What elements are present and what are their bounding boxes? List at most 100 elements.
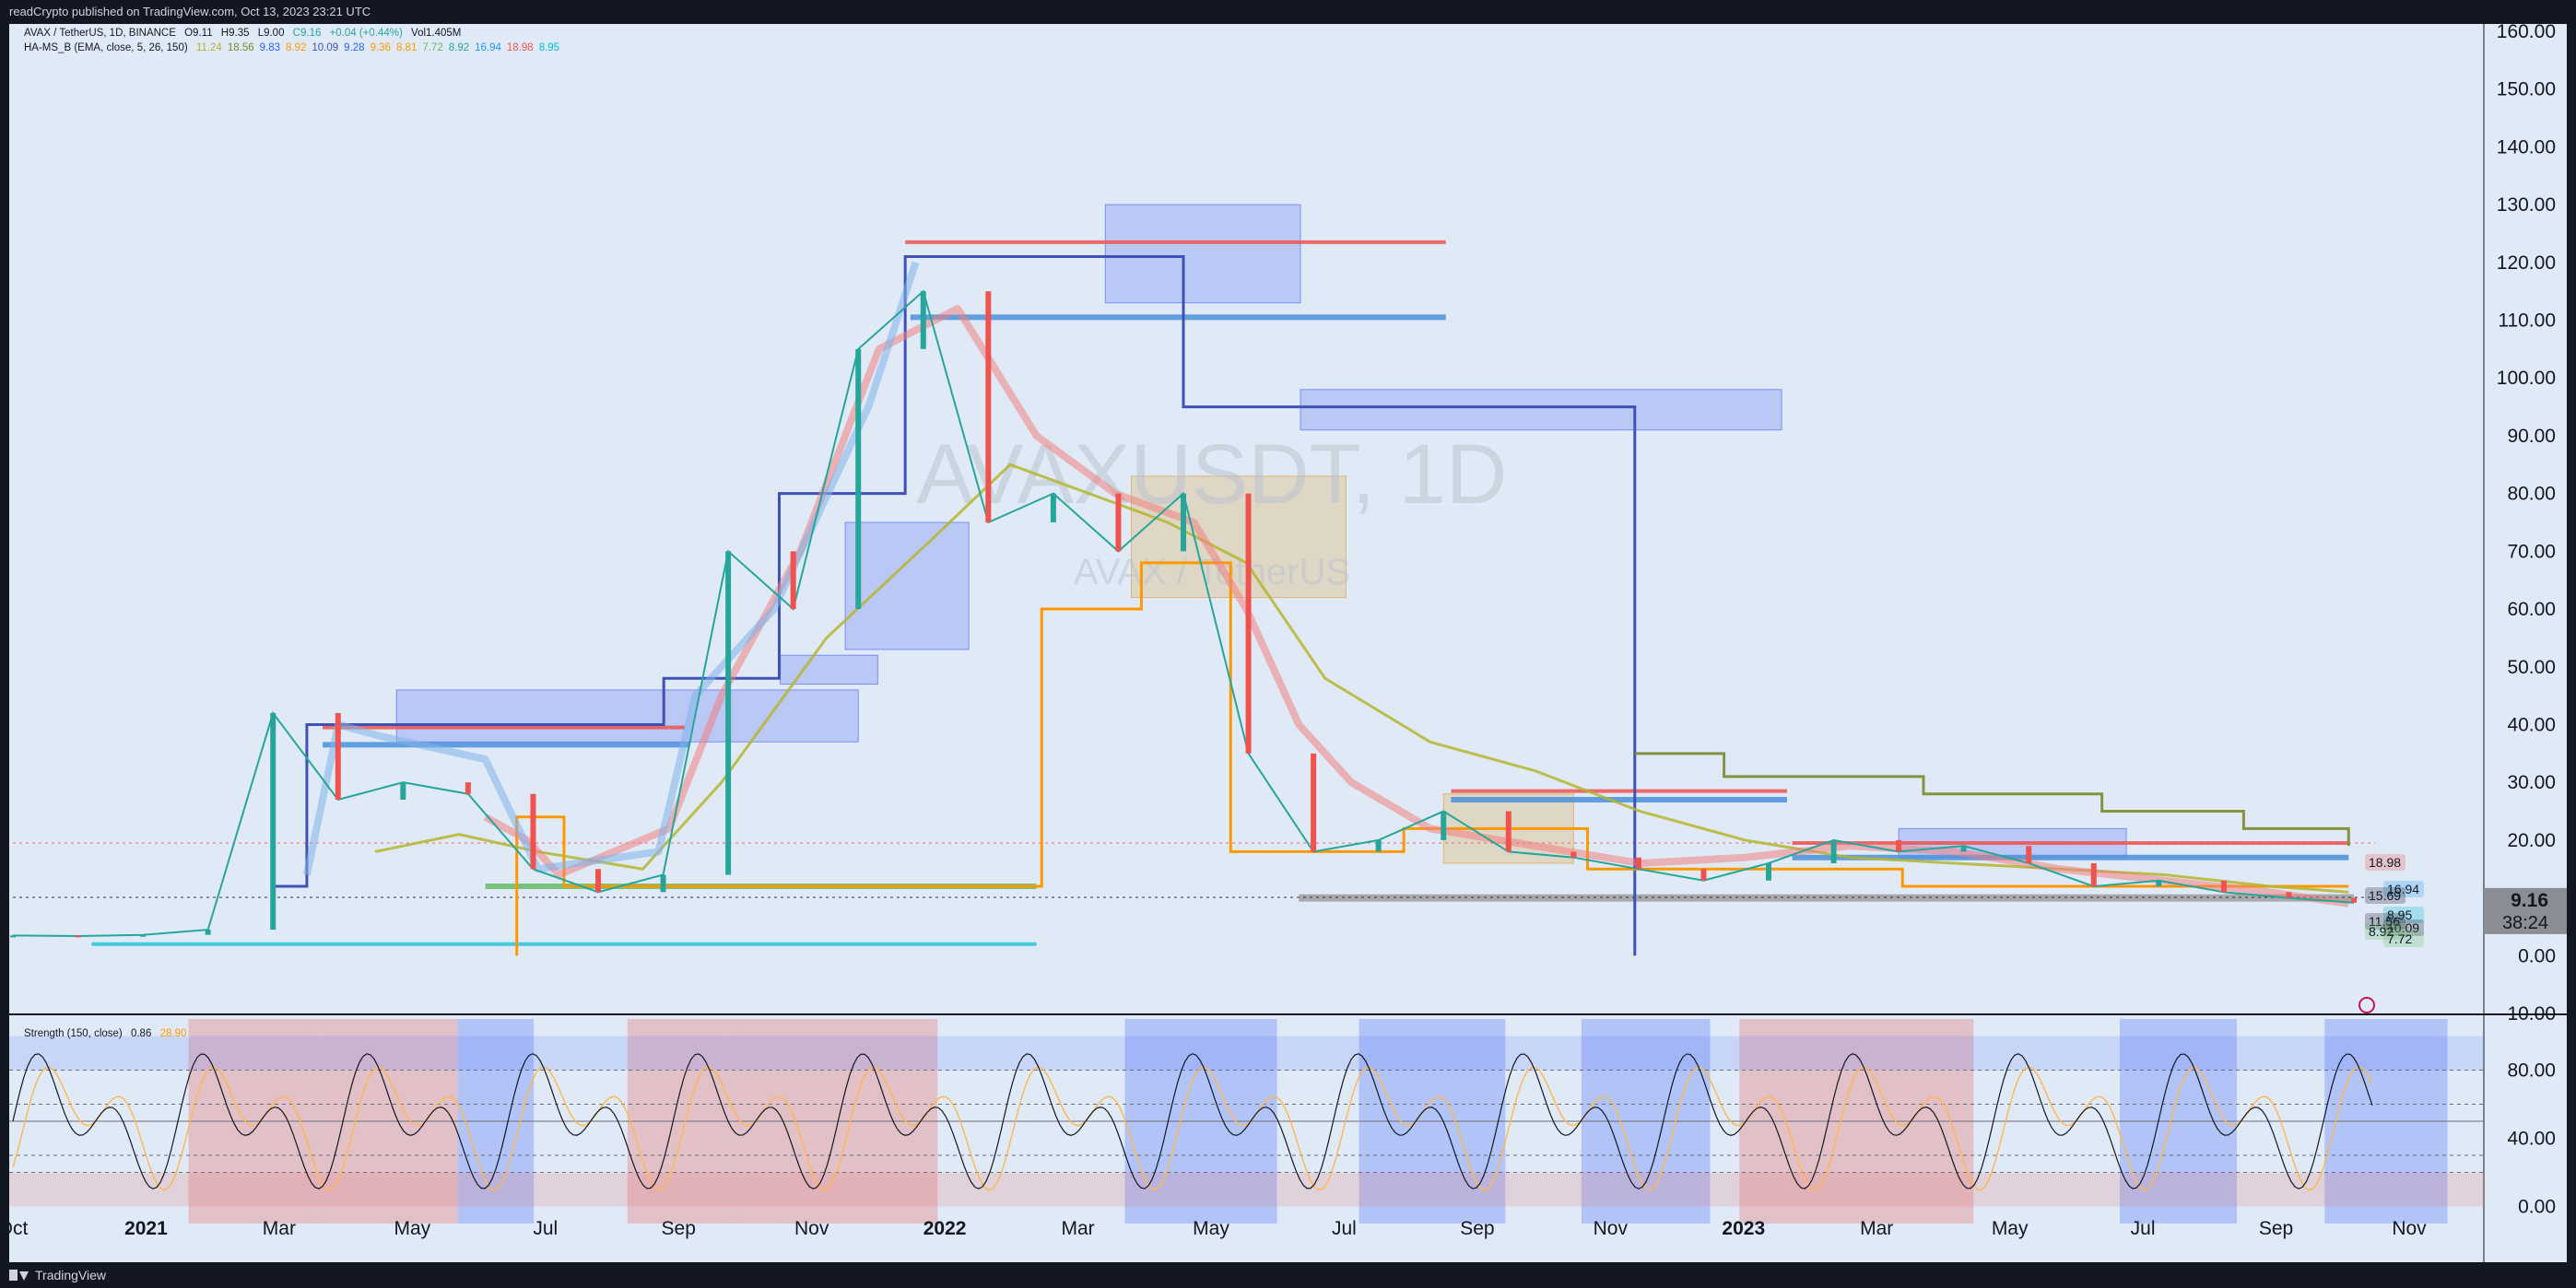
price-candle[interactable]: [595, 869, 601, 893]
indicator-legend[interactable]: HA-MS_B (EMA, close, 5, 26, 150) 11.24 18…: [24, 42, 565, 53]
price-candle[interactable]: [1960, 846, 1967, 852]
x-tick-label: Sep: [2259, 1218, 2293, 1239]
x-tick-label: Jul: [2131, 1218, 2156, 1239]
alert-icon[interactable]: [2358, 997, 2375, 1013]
ema-short-line: [303, 261, 920, 876]
annotation-label-3: 8.95: [2387, 907, 2412, 922]
price-candle[interactable]: [205, 930, 211, 935]
price-candle[interactable]: [1245, 493, 1252, 754]
y-tick-label: 150.00: [2497, 79, 2556, 100]
indicator-value-10: 16.94: [475, 42, 501, 53]
annotation-bg-0: [2365, 854, 2405, 871]
x-tick-label: Jul: [1332, 1218, 1357, 1239]
y-tick-label: 30.00: [2507, 772, 2556, 793]
chart-background: [9, 24, 2567, 1262]
ema-mid-line: [483, 304, 2349, 907]
price-candle[interactable]: [855, 348, 862, 610]
price-candle[interactable]: [1181, 493, 1186, 552]
indicator-value-3: 8.92: [286, 42, 307, 53]
watermark-symbol: AVAXUSDT, 1D: [917, 427, 1508, 521]
y-tick-label: 0.00: [2518, 945, 2556, 966]
price-candle[interactable]: [985, 291, 992, 522]
price-candle[interactable]: [1635, 857, 1641, 870]
price-candle[interactable]: [530, 793, 536, 870]
last-price-label: 9.16: [2511, 890, 2548, 911]
annotation-bg-2: [2365, 887, 2405, 904]
price-candle[interactable]: [75, 935, 81, 938]
annotation-bg-7: [2383, 931, 2424, 947]
price-candle[interactable]: [725, 551, 732, 875]
y-tick-label: 90.00: [2507, 426, 2556, 447]
price-candle[interactable]: [1830, 839, 1837, 863]
annotation-bg-5: [2383, 919, 2424, 936]
price-candle[interactable]: [10, 935, 16, 938]
price-candle[interactable]: [2156, 880, 2162, 887]
ema-long-line: [374, 463, 2349, 894]
annotation-label-7: 7.72: [2387, 931, 2412, 946]
last-price-badge: [2484, 887, 2567, 934]
order-block-zone-3: [1104, 204, 1301, 304]
main-legend[interactable]: AVAX / TetherUS, 1D, BINANCE O9.11 H9.35…: [24, 28, 466, 39]
indicator-value-6: 9.36: [370, 42, 391, 53]
price-candle[interactable]: [1570, 851, 1577, 858]
chart-frame[interactable]: AVAXUSDT, 1D AVAX / TetherUS 160.00 150.0…: [0, 21, 2567, 1262]
y-tick-label: 80.00: [2507, 484, 2556, 505]
price-candle[interactable]: [1311, 753, 1317, 852]
price-candle[interactable]: [1050, 493, 1056, 522]
price-candle[interactable]: [2351, 897, 2357, 903]
annotation-label-5: 10.09: [2387, 920, 2419, 935]
price-candle[interactable]: [660, 874, 666, 893]
step-line-blue: [275, 255, 1637, 956]
price-candle[interactable]: [270, 712, 276, 931]
price-candle[interactable]: [335, 712, 341, 800]
price-candle[interactable]: [1896, 839, 1902, 852]
annotation-label-0: 18.98: [2369, 855, 2401, 870]
legend-volume: Vol1.405M: [411, 28, 462, 39]
price-candle[interactable]: [1505, 811, 1511, 852]
price-candle[interactable]: [1441, 811, 1447, 840]
legend-symbol: AVAX / TetherUS, 1D, BINANCE: [24, 28, 176, 39]
price-candle[interactable]: [920, 291, 926, 349]
price-candle[interactable]: [400, 782, 406, 800]
y-tick-label: 40.00: [2507, 714, 2556, 735]
price-candle[interactable]: [140, 934, 147, 937]
price-candle[interactable]: [1700, 869, 1707, 881]
price-candle[interactable]: [2286, 892, 2292, 898]
price-candle[interactable]: [2090, 862, 2097, 887]
indicator-value-11: 18.98: [506, 42, 534, 53]
x-tick-label: Mar: [263, 1218, 296, 1239]
indicator-value-7: 8.81: [395, 42, 418, 53]
price-candle[interactable]: [1115, 493, 1122, 552]
step-line-olive: [1634, 752, 2350, 847]
y-tick-label: -10.00: [2500, 1003, 2556, 1025]
price-candle[interactable]: [465, 782, 471, 794]
indicator-value-1: 18.56: [227, 42, 254, 53]
y-tick-label: 70.00: [2507, 541, 2556, 562]
strength-y-tick-label: 40.00: [2507, 1129, 2556, 1150]
price-candle[interactable]: [1375, 839, 1382, 852]
strength-lower-zone: [9, 1172, 2484, 1207]
order-block-zone-5: [1131, 475, 1347, 599]
x-tick-label: May: [394, 1218, 430, 1239]
order-block-zone-2: [844, 521, 970, 650]
y-tick-label: 60.00: [2507, 599, 2556, 620]
footer-bar: TradingView: [0, 1262, 2576, 1288]
price-chart[interactable]: AVAXUSDT, 1D AVAX / TetherUS 160.00150.0…: [0, 21, 2567, 1262]
indicator-value-12: 8.95: [538, 42, 560, 53]
x-tick-label: Sep: [662, 1218, 696, 1239]
x-tick-label: Mar: [1061, 1218, 1094, 1239]
y-tick-label: 130.00: [2497, 194, 2556, 216]
y-tick-label: 140.00: [2497, 136, 2556, 158]
strength-value-2: 28.90: [159, 1028, 187, 1039]
price-candle[interactable]: [2026, 846, 2032, 863]
annotation-label-2: 15.69: [2369, 888, 2401, 903]
strength-y-tick-label: 80.00: [2507, 1060, 2556, 1082]
order-block-zone-4: [1300, 389, 1782, 431]
countdown-label: 38:24: [2502, 913, 2548, 933]
tradingview-logo-icon: [9, 1270, 29, 1281]
strength-legend[interactable]: Strength (150, close) 0.86 28.90: [24, 1028, 192, 1039]
price-candle[interactable]: [2220, 880, 2227, 893]
legend-close: C9.16: [292, 28, 322, 39]
price-candle[interactable]: [790, 551, 796, 610]
price-candle[interactable]: [1766, 862, 1771, 881]
